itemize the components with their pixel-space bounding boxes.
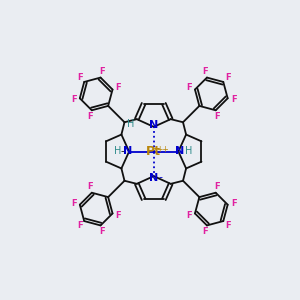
Text: F: F xyxy=(225,221,230,230)
Text: H: H xyxy=(114,146,121,157)
Text: F: F xyxy=(116,211,121,220)
Text: F: F xyxy=(231,95,236,104)
Text: F: F xyxy=(87,112,93,121)
Text: H: H xyxy=(185,146,193,157)
Text: F: F xyxy=(87,182,93,191)
Text: F: F xyxy=(99,67,105,76)
Text: N: N xyxy=(149,120,158,130)
Text: F: F xyxy=(116,83,121,92)
Text: -: - xyxy=(159,172,163,182)
Text: N: N xyxy=(123,146,132,157)
Text: F: F xyxy=(77,73,83,82)
Text: ++: ++ xyxy=(156,146,169,154)
Text: F: F xyxy=(77,221,83,230)
Text: F: F xyxy=(214,112,220,121)
Text: F: F xyxy=(71,95,77,104)
Text: F: F xyxy=(214,182,220,191)
Text: F: F xyxy=(186,83,192,92)
Text: F: F xyxy=(99,227,105,236)
Text: F: F xyxy=(202,67,208,76)
Text: F: F xyxy=(231,199,236,208)
Text: F: F xyxy=(225,73,230,82)
Text: H: H xyxy=(127,119,134,129)
Text: N: N xyxy=(149,173,158,183)
Text: F: F xyxy=(71,199,77,208)
Text: F: F xyxy=(202,227,208,236)
Text: N: N xyxy=(175,146,184,157)
Text: Pt: Pt xyxy=(146,145,161,158)
Text: F: F xyxy=(186,211,192,220)
Text: -: - xyxy=(120,146,124,157)
